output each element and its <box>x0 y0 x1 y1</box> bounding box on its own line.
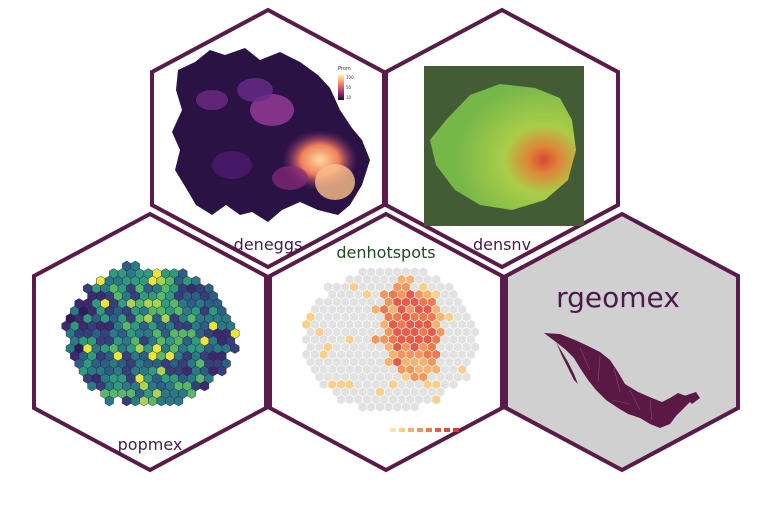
hexbin-cell <box>431 394 441 405</box>
denhotspots-label: denhotspots <box>336 243 435 262</box>
hexbin-cell <box>409 401 420 413</box>
hexbin-cell <box>200 380 210 392</box>
legend-title: Prom <box>338 66 351 72</box>
hexbin-cell <box>358 401 368 413</box>
popmex-tile: popmex <box>32 211 268 473</box>
hexbin-cell <box>187 388 197 399</box>
densnv-heat-area <box>430 84 576 210</box>
legend-tick: 10 <box>346 95 352 100</box>
hexbin-cell <box>392 401 402 413</box>
hexbin-cell <box>345 394 355 405</box>
hexbin-cell <box>375 401 385 413</box>
hexbin-cell <box>319 379 329 390</box>
popmex-hexbin-map <box>61 260 240 407</box>
denhotspots-legend <box>390 428 459 432</box>
deneggs-label: deneggs <box>234 235 303 254</box>
hexbin-cell <box>217 365 227 377</box>
hexbin-cell <box>336 394 346 405</box>
deneggs-legend: Prom 100 50 10 <box>338 66 354 100</box>
hexbin-cell <box>461 371 472 383</box>
denhotspots-tile: denhotspots <box>268 211 504 473</box>
rgeomex-title: rgeomex <box>556 281 680 314</box>
hexbin-cell <box>104 395 114 407</box>
densnv-tile: densnv <box>384 7 620 270</box>
denhotspots-hexbin-map <box>301 266 480 413</box>
deneggs-tile: Prom 100 50 10 deneggs <box>150 7 386 270</box>
hexbin-cell <box>422 394 433 405</box>
hexbin-cell <box>230 343 240 354</box>
mexico-state-borders <box>579 347 653 421</box>
hexbin-cell <box>366 401 376 413</box>
hexbin-cell <box>384 401 394 413</box>
hexbin-cell <box>401 401 411 413</box>
hexbin-cell <box>448 379 459 390</box>
densnv-label: densnv <box>473 235 531 254</box>
deneggs-density-map <box>172 48 370 222</box>
legend-tick: 100 <box>346 75 354 80</box>
hexbin-cell <box>174 395 184 407</box>
legend-tick: 50 <box>346 85 352 90</box>
rgeomex-tile: rgeomex <box>504 211 740 473</box>
popmex-label: popmex <box>118 435 183 454</box>
